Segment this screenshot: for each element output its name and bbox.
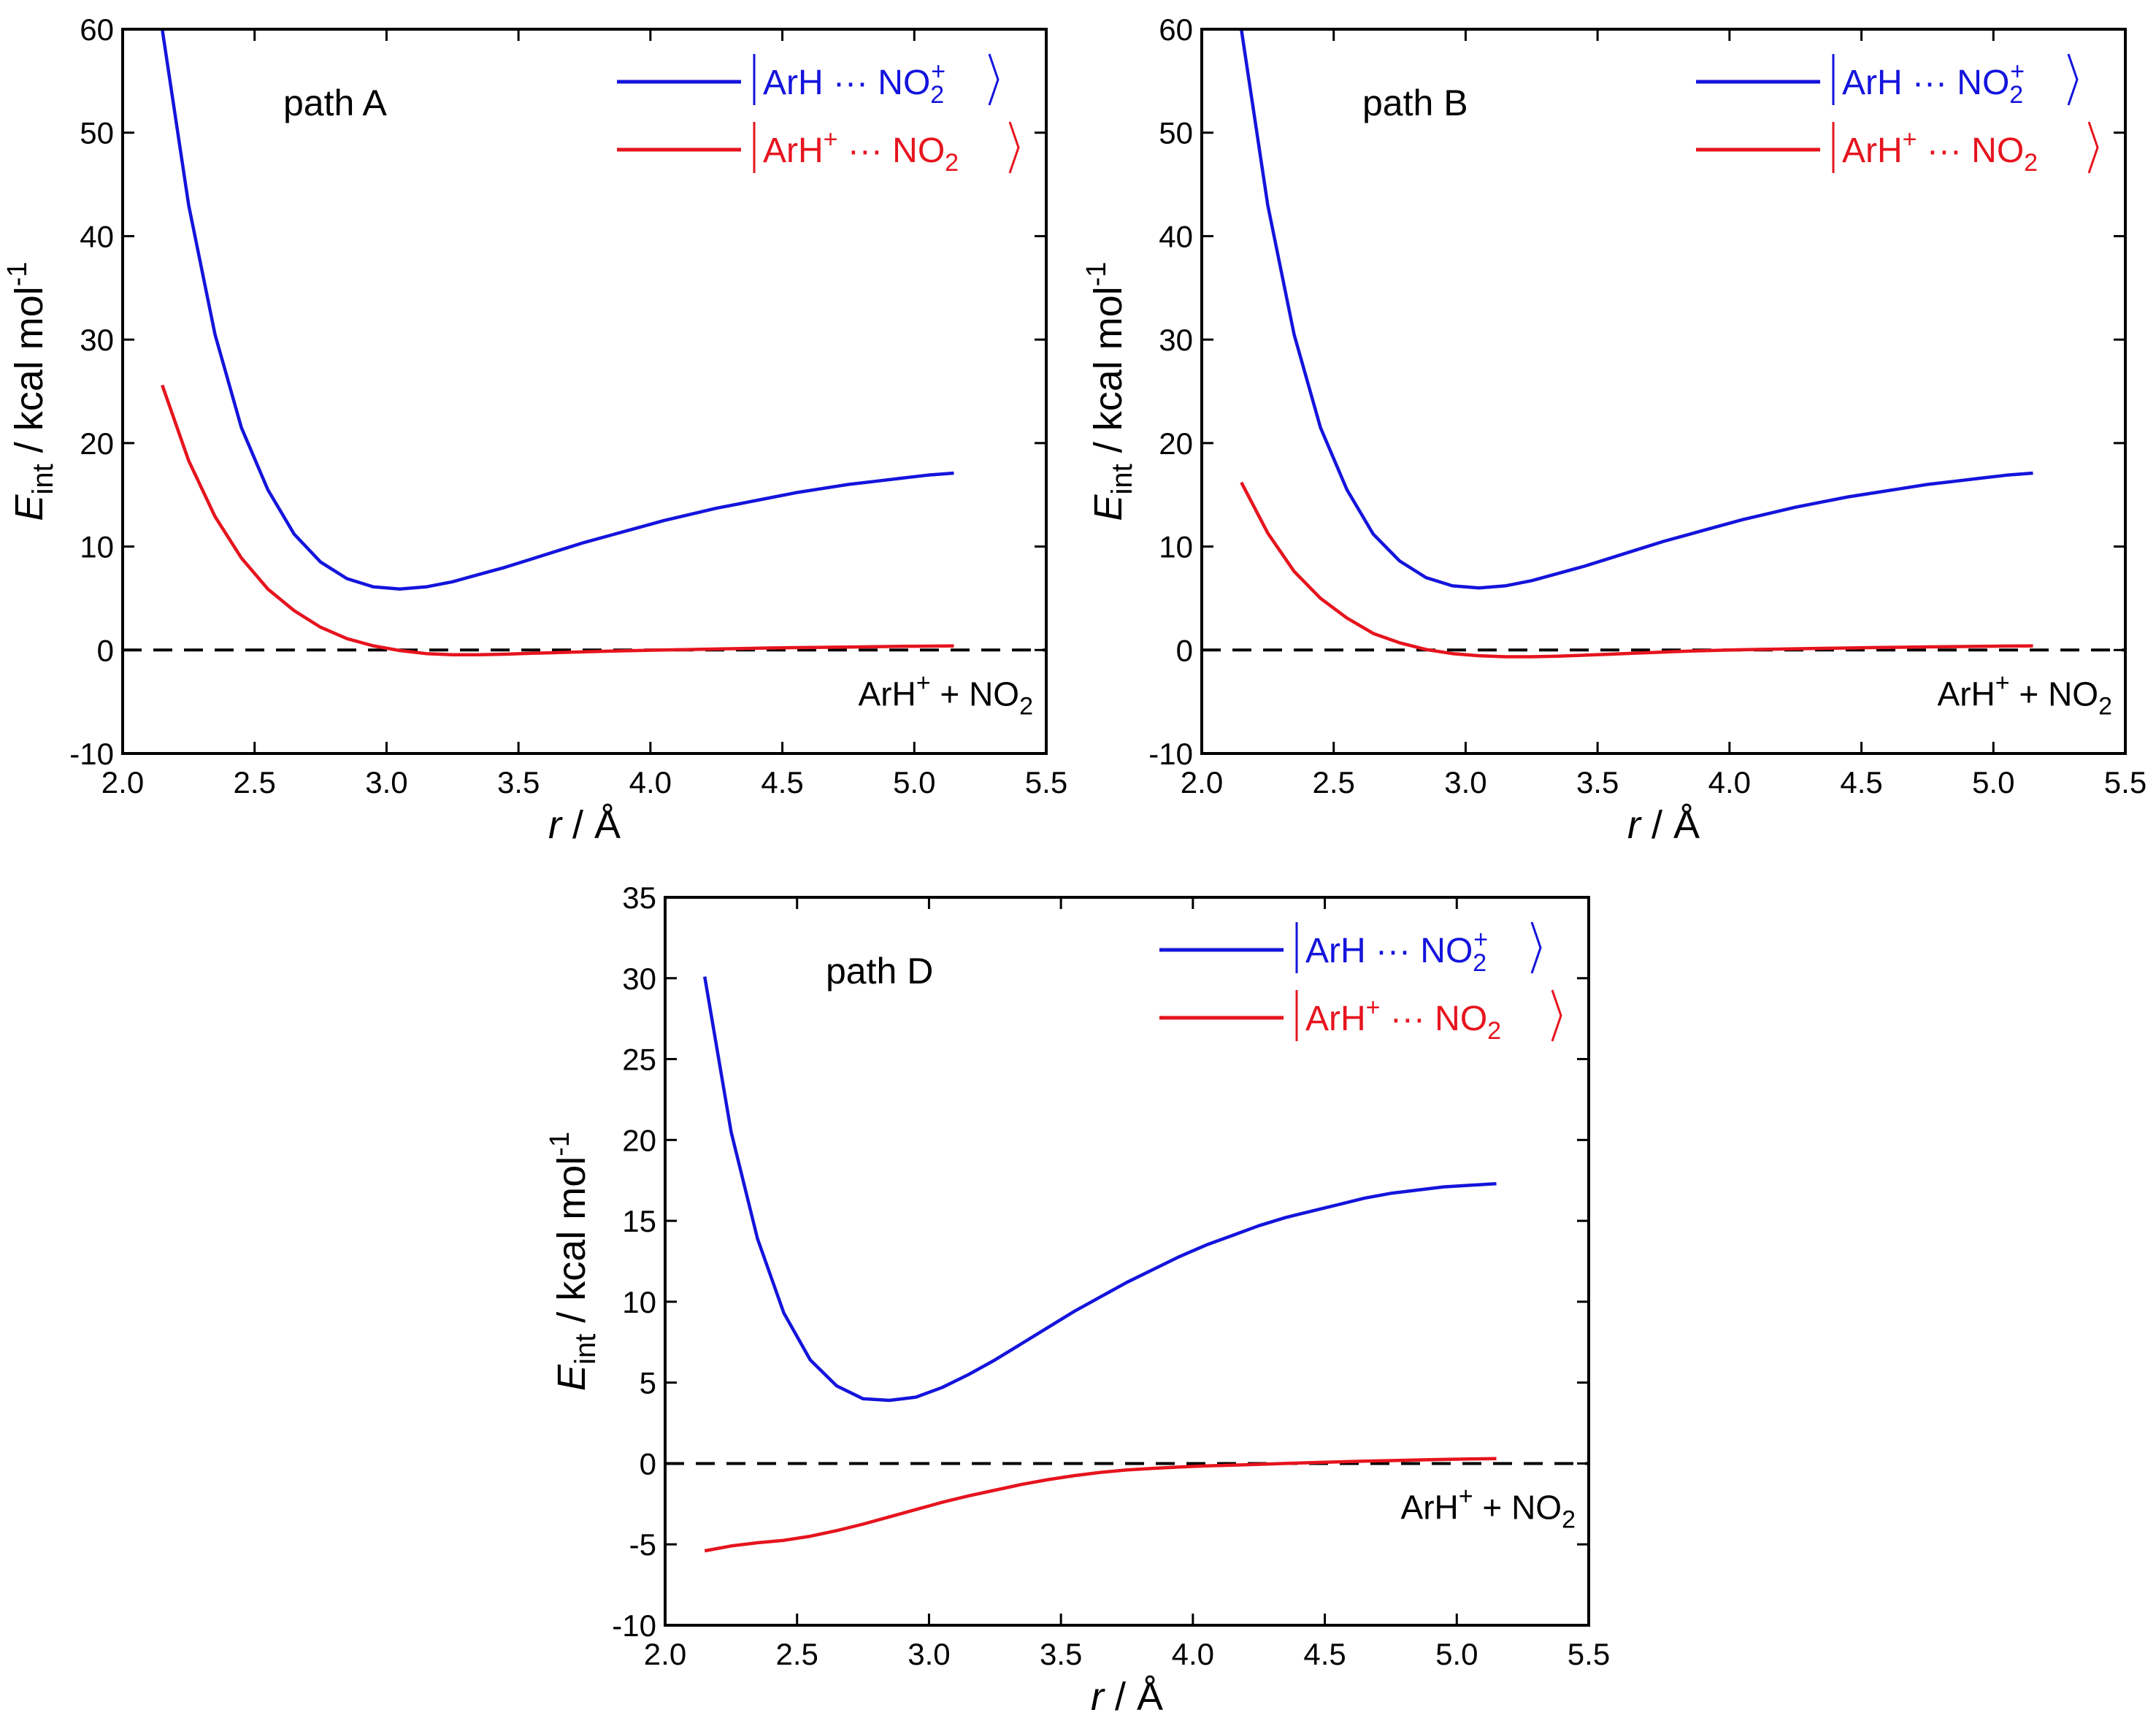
legend-ket-angle [1551, 989, 1562, 1042]
blue-series-line [702, 976, 1497, 1403]
y-axis-label: Eint / kcal mol-1 [545, 1132, 602, 1391]
y-tick-label: 0 [1176, 633, 1193, 667]
x-tick-label: 5.5 [1568, 1637, 1610, 1671]
x-tick-label: 2.0 [101, 765, 144, 799]
legend-label-red: ArH+ ··· NO2 [1842, 126, 2038, 177]
x-tick-label: 3.5 [1576, 765, 1619, 799]
y-tick-label: 0 [97, 633, 114, 667]
x-tick-label: 3.5 [1040, 1637, 1082, 1671]
y-axis-label: Eint / kcal mol-1 [2, 261, 59, 521]
y-tick-label: 60 [80, 12, 114, 47]
x-tick-label: 2.0 [1181, 765, 1223, 799]
y-tick-label: 35 [622, 881, 656, 915]
y-tick-label: 30 [1159, 323, 1193, 357]
x-tick-label: 3.0 [1444, 765, 1486, 799]
y-tick-label: 20 [1159, 426, 1193, 461]
y-tick-label: 40 [80, 219, 114, 253]
x-tick-label: 4.5 [1840, 765, 1882, 799]
chart-panel-2: 2.0 2.5 3.0 3.5 4.0 4.5 5.0 5.5 -10 0 10 20 30 40 50 60… [1081, 12, 2147, 847]
legend-label-red: ArH+ ··· NO2 [763, 126, 959, 177]
x-tick-label: 5.0 [1435, 1637, 1478, 1671]
y-tick-label: 10 [1159, 530, 1193, 564]
y-tick-label: 20 [622, 1123, 656, 1157]
y-tick-label: 25 [622, 1043, 656, 1077]
y-tick-label: -5 [629, 1527, 656, 1562]
x-tick-label: 3.0 [908, 1637, 950, 1671]
y-axis-label: Eint / kcal mol-1 [1081, 261, 1138, 521]
red-series-line [161, 384, 954, 656]
red-series-line [1240, 481, 2033, 659]
y-tick-label: 30 [622, 962, 656, 996]
x-tick-label: 4.5 [1303, 1637, 1346, 1671]
x-tick-label: 4.0 [1172, 1637, 1214, 1671]
plot-frame [1200, 28, 2127, 755]
y-tick-label: 20 [80, 426, 114, 461]
x-tick-label: 4.5 [761, 765, 803, 799]
legend-label-blue: ArH ··· NO2+ [763, 58, 945, 109]
x-tick-label: 4.0 [629, 765, 672, 799]
y-tick-label: -10 [612, 1608, 656, 1643]
x-tick-label: 5.5 [2104, 765, 2147, 799]
x-tick-label: 5.5 [1025, 765, 1067, 799]
legend: ArH ··· NO2+ ArH+ ··· NO2 [1696, 53, 2099, 177]
plot-frame [121, 28, 1048, 755]
legend: ArH ··· NO2+ ArH+ ··· NO2 [1159, 921, 1562, 1045]
y-tick-label: 50 [1159, 116, 1193, 150]
x-tick-label: 2.5 [234, 765, 276, 799]
y-tick-label: 15 [622, 1204, 656, 1238]
x-tick-label: 2.0 [644, 1637, 686, 1671]
plot-frame [664, 896, 1590, 1627]
asymptote-label: ArH+ + NO2 [1401, 1482, 1576, 1533]
x-tick-label: 2.5 [776, 1637, 818, 1671]
legend: ArH ··· NO2+ ArH+ ··· NO2 [617, 53, 1020, 177]
blue-series-line [160, 29, 954, 591]
y-tick-label: 10 [622, 1285, 656, 1319]
y-tick-label: -10 [69, 737, 114, 771]
legend-label-red: ArH+ ··· NO2 [1305, 994, 1501, 1045]
y-tick-label: 50 [80, 116, 114, 150]
chart-panel-3: 2.0 2.5 3.0 3.5 4.0 4.5 5.0 5.5 -10 -5 0 5 10 15 20 25 3… [545, 881, 1610, 1719]
asymptote-label: ArH+ + NO2 [859, 669, 1033, 720]
legend-label-blue: ArH ··· NO2+ [1305, 926, 1488, 977]
x-tick-label: 5.0 [893, 765, 935, 799]
y-tick-label: 10 [80, 530, 114, 564]
legend-label-blue: ArH ··· NO2+ [1842, 58, 2025, 109]
panel-label: path A [283, 83, 387, 123]
x-tick-label: 3.5 [497, 765, 540, 799]
y-tick-label: 30 [80, 323, 114, 357]
panel-label: path D [826, 951, 933, 992]
legend-ket-angle [1008, 121, 1020, 174]
asymptote-label: ArH+ + NO2 [1938, 669, 2112, 720]
y-tick-label: 60 [1159, 12, 1193, 47]
x-tick-label: 5.0 [1972, 765, 2014, 799]
y-tick-label: 5 [640, 1366, 656, 1400]
x-axis-label: r / Å [548, 803, 621, 847]
red-series-line [704, 1457, 1497, 1553]
x-tick-label: 4.0 [1708, 765, 1751, 799]
y-tick-label: 0 [640, 1446, 656, 1481]
y-tick-label: -10 [1148, 737, 1193, 771]
panel-label: path B [1362, 83, 1468, 123]
legend-ket-angle [1530, 921, 1542, 974]
x-tick-label: 3.0 [365, 765, 407, 799]
chart-panel-1: 2.0 2.5 3.0 3.5 4.0 4.5 5.0 5.5 -10 0 10 20 30 40 50 60… [2, 12, 1067, 847]
y-tick-label: 40 [1159, 219, 1193, 253]
legend-ket-angle [2087, 121, 2099, 174]
x-axis-label: r / Å [1627, 803, 1700, 847]
legend-ket-angle [988, 53, 1000, 106]
x-tick-label: 2.5 [1313, 765, 1355, 799]
legend-ket-angle [2067, 53, 2079, 106]
x-axis-label: r / Å [1091, 1675, 1163, 1719]
blue-series-line [1239, 29, 2033, 590]
